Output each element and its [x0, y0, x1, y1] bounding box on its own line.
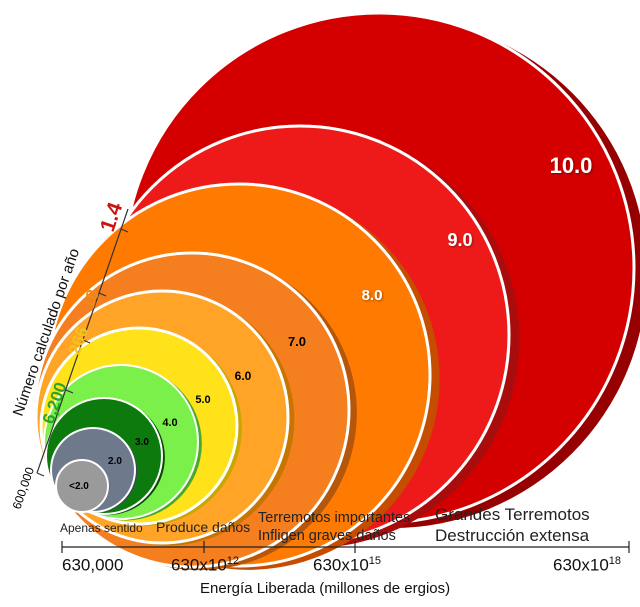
tick-exponent: 12 [226, 555, 240, 567]
magnitude-circle-lt2-0 [55, 459, 109, 513]
category-terremotos-importantes: Terremotos importantes Infligen graves d… [258, 509, 410, 545]
energy-axis-line [61, 541, 630, 553]
tick-base: 630x10 [553, 555, 609, 575]
magnitude-label-4-0: 4.0 [162, 417, 177, 429]
category-line: Grandes Terremotos [435, 505, 590, 524]
tick-base: 630x10 [313, 555, 369, 575]
category-line: Infligen graves daños [258, 528, 396, 545]
magnitude-label-5-0: 5.0 [195, 394, 210, 406]
category-grandes-terremotos: Grandes Terremotos Destrucción extensa [435, 504, 590, 547]
category-produce-danos: Produce daños [156, 519, 250, 537]
frequency-bracket [36, 208, 129, 477]
energy-axis-title: Energía Liberada (millones de ergios) [200, 580, 451, 597]
energy-tick-10e15: 630x1015 [313, 555, 381, 576]
magnitude-label-8-0: 8.0 [362, 287, 383, 304]
magnitude-label-9-0: 9.0 [447, 230, 472, 250]
category-apenas-sentido: Apenas sentido [60, 521, 143, 536]
magnitude-label-lt2-0: <2.0 [69, 481, 89, 492]
category-line: Produce daños [156, 519, 251, 535]
category-line: Destrucción extensa [435, 526, 590, 546]
tick-exponent: 18 [608, 555, 622, 567]
tick-base: 630x10 [171, 555, 227, 575]
energy-tick-10e12: 630x1012 [171, 555, 239, 576]
tick-exponent: 15 [368, 555, 382, 567]
energy-tick-630000: 630,000 [62, 555, 123, 576]
category-line: Apenas sentido [60, 521, 143, 535]
magnitude-labels: <2.0 2.0 3.0 4.0 5.0 6.0 7.0 8.0 9.0 10.0 [69, 153, 592, 492]
energy-tick-10e18: 630x1018 [553, 555, 621, 576]
magnitude-label-7-0: 7.0 [288, 334, 306, 349]
magnitude-label-3-0: 3.0 [135, 437, 149, 448]
magnitude-label-10-0: 10.0 [550, 153, 593, 178]
magnitude-label-2-0: 2.0 [108, 456, 122, 467]
magnitude-circles [33, 11, 640, 571]
tick-base: 630,000 [62, 555, 124, 575]
category-line: Terremotos importantes [258, 510, 411, 526]
frequency-600000: 600,000 [10, 465, 37, 511]
magnitude-label-6-0: 6.0 [235, 369, 252, 383]
